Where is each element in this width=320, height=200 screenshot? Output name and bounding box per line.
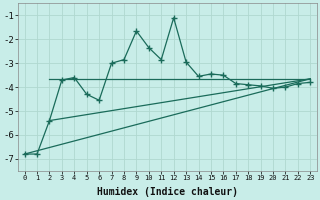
- X-axis label: Humidex (Indice chaleur): Humidex (Indice chaleur): [97, 186, 238, 197]
